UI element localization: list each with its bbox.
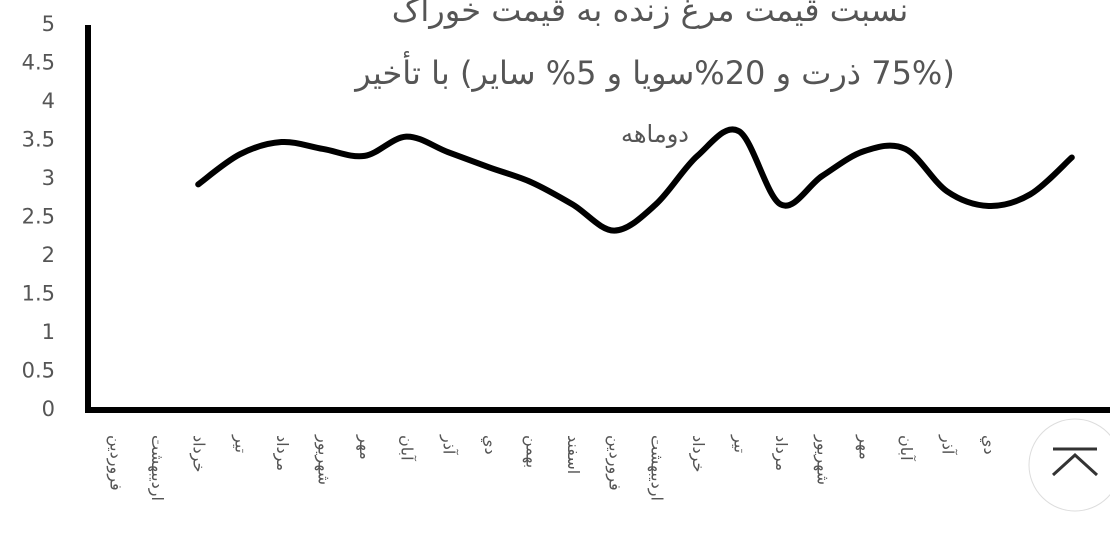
- x-tick-label: آبان: [398, 435, 417, 462]
- x-tick-label: مرداد: [272, 435, 292, 471]
- x-tick-label: فروردین: [106, 435, 126, 491]
- y-tick-label: 3.5: [22, 128, 55, 152]
- y-tick-label: 4.5: [22, 51, 55, 75]
- x-tick-label: خرداد: [189, 435, 209, 472]
- y-tick-label: 0: [42, 397, 55, 421]
- y-tick-label: 4: [42, 89, 55, 113]
- x-tick-label: مرداد: [771, 435, 791, 471]
- x-tick-label: آبان: [897, 435, 916, 462]
- x-tick-label: مهر: [355, 434, 375, 460]
- x-tick-label: تیر: [730, 434, 750, 453]
- y-tick-label: 1.5: [22, 282, 55, 306]
- x-tick-label: شهریور: [314, 434, 334, 485]
- chart-title: (75% ذرت و 20%سویا و 5% سایر) با تأخیر: [353, 51, 955, 92]
- y-tick-label: 3: [42, 166, 55, 190]
- button-bg[interactable]: [1028, 418, 1110, 512]
- x-tick-label: تیر: [230, 434, 250, 453]
- x-tick-label: بهمن: [522, 435, 542, 468]
- y-tick-label: 1: [42, 320, 55, 344]
- chart-title: نسبت قیمت مرغ زنده به قیمت خوراک: [392, 0, 908, 29]
- x-tick-label: دي: [480, 435, 500, 455]
- x-tick-label: آذر: [938, 434, 958, 456]
- x-tick-label: اردیبهشت: [646, 435, 666, 501]
- x-tick-label: آذر: [438, 434, 458, 456]
- x-tick-label: فروردین: [605, 435, 625, 491]
- x-tick-label: دي: [979, 435, 999, 455]
- y-tick-label: 2.5: [22, 205, 55, 229]
- chart-title: دوماهه: [621, 120, 689, 148]
- x-tick-label: اردیبهشت: [147, 435, 167, 501]
- y-tick-label: 5: [42, 12, 55, 36]
- y-tick-label: 2: [42, 243, 55, 267]
- x-tick-label: خرداد: [688, 435, 708, 472]
- chevron-icon: [1051, 452, 1099, 477]
- x-tick-label: شهریور: [813, 434, 833, 485]
- y-tick-label: 0.5: [22, 359, 55, 383]
- data-line: [195, 126, 1075, 234]
- x-tick-label: اسفند: [564, 435, 583, 474]
- x-tick-label: مهر: [854, 434, 874, 460]
- scroll-top-button[interactable]: [1025, 413, 1110, 523]
